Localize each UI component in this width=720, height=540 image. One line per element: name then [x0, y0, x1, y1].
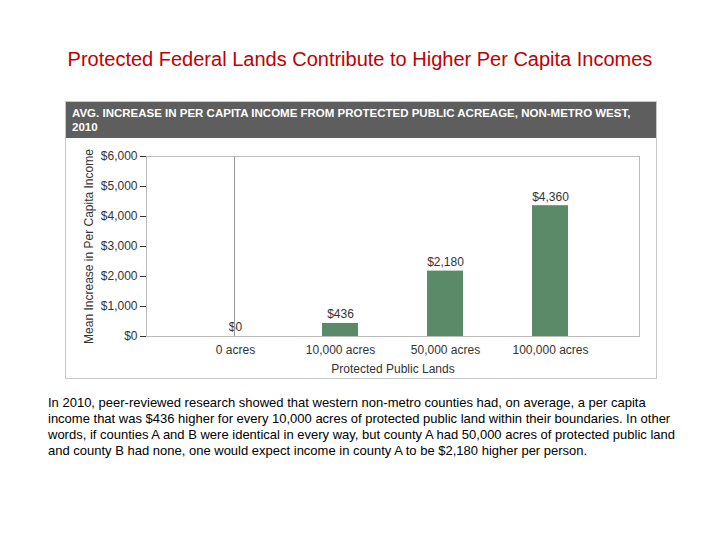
svg-text:$4,360: $4,360 — [532, 190, 569, 204]
svg-text:$436: $436 — [327, 307, 354, 321]
svg-text:50,000 acres: 50,000 acres — [411, 343, 480, 357]
svg-text:Protected Public Lands: Protected Public Lands — [331, 362, 454, 376]
svg-text:$0: $0 — [124, 329, 138, 343]
svg-text:0 acres: 0 acres — [216, 343, 255, 357]
svg-text:$5,000: $5,000 — [101, 179, 138, 193]
html-text:AVG. INCREASE IN PER CAPITA IN: AVG. INCREASE IN PER CAPITA INCOME FROM … — [72, 107, 631, 133]
svg-text:$2,000: $2,000 — [101, 269, 138, 283]
svg-text:100,000 acres: 100,000 acres — [512, 343, 588, 357]
svg-text:Mean Increase in Per Capita In: Mean Increase in Per Capita Income — [82, 149, 96, 344]
svg-text:$2,180: $2,180 — [427, 255, 464, 269]
svg-text:$4,000: $4,000 — [101, 209, 138, 223]
svg-text:$1,000: $1,000 — [101, 299, 138, 313]
svg-text:$3,000: $3,000 — [101, 239, 138, 253]
html-text:Protected Federal Lands Contri: Protected Federal Lands Contribute to Hi… — [67, 48, 653, 70]
svg-text:$0: $0 — [229, 320, 243, 334]
svg-text:10,000 acres: 10,000 acres — [306, 343, 375, 357]
svg-text:$6,000: $6,000 — [101, 149, 138, 163]
html-text:In 2010, peer-reviewed researc: In 2010, peer-reviewed research showed t… — [48, 395, 675, 458]
